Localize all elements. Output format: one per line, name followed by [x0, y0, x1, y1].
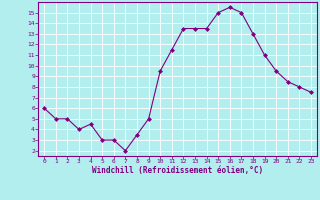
X-axis label: Windchill (Refroidissement éolien,°C): Windchill (Refroidissement éolien,°C)	[92, 166, 263, 175]
